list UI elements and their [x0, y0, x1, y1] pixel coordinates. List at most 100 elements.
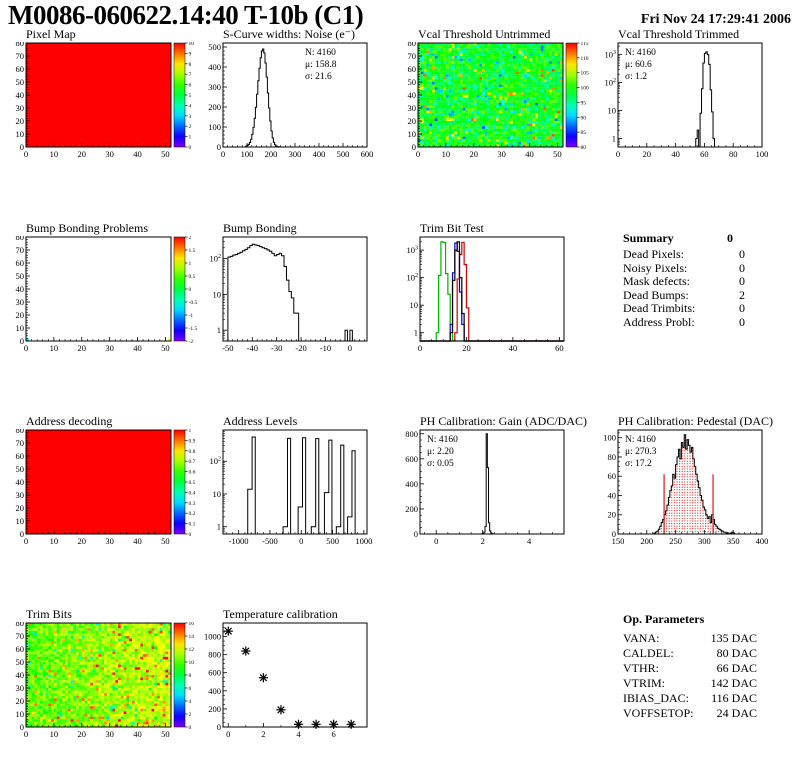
svg-text:μ: 2.20: μ: 2.20: [427, 447, 454, 457]
svg-text:10: 10: [408, 129, 417, 139]
svg-text:3: 3: [189, 114, 192, 120]
svg-text:-0.5: -0.5: [189, 300, 198, 306]
svg-text:N: 4160: N: 4160: [427, 435, 458, 445]
svg-text:10: 10: [442, 149, 451, 159]
svg-text:40: 40: [16, 477, 25, 487]
svg-text:0.5: 0.5: [189, 274, 196, 280]
chart-title: PH Calibration: Pedestal (DAC): [618, 414, 773, 428]
svg-text:400: 400: [208, 62, 221, 72]
svg-text:0.2: 0.2: [189, 511, 196, 517]
svg-text:0.6: 0.6: [189, 470, 196, 476]
chart-canvas: 00.10.20.30.40.50.60.70.80.910 10 20 30 40 50…: [16, 429, 196, 546]
svg-text:-500: -500: [262, 536, 278, 546]
svg-text:102: 102: [407, 273, 419, 283]
svg-text:-10: -10: [320, 343, 331, 353]
chart-canvas: 0 1 2 3 4 5 6 7 8 9 10 0 10 20 30 40 50 0 10 20 30 40 50 60 70 80: [16, 42, 195, 159]
kv-label: VANA:: [623, 631, 660, 645]
summary-row: Dead Bumps: 2: [623, 288, 745, 303]
chart-canvas: -50 -40 -30 -20 -10 0 1 10 102: [210, 236, 368, 353]
svg-text:-1: -1: [189, 313, 194, 319]
svg-text:70: 70: [16, 245, 25, 255]
svg-text:40: 40: [16, 90, 25, 100]
chart-canvas: 0 20 40 60 1 10 102 103: [407, 236, 565, 353]
chart-title: PH Calibration: Gain (ADC/DAC): [420, 414, 587, 428]
summary-title: Summary: [623, 231, 674, 245]
svg-text:1000: 1000: [355, 536, 372, 546]
chart-title: Address Levels: [223, 414, 298, 428]
svg-text:50: 50: [161, 149, 170, 159]
chart-canvas: 0 20 40 60 80 100 1 10 102 103 N: 4160 μ: 60.6 σ: 1.…: [605, 42, 768, 159]
svg-text:70: 70: [16, 438, 25, 448]
svg-text:500: 500: [326, 536, 339, 546]
svg-text:8: 8: [189, 62, 192, 68]
svg-text:30: 30: [105, 149, 114, 159]
chart-title: Trim Bits: [26, 607, 72, 621]
chart-temp-calibration: Temperature calibration 0 2 4 6 0 200 400 600 800…: [203, 608, 395, 746]
svg-text:40: 40: [133, 343, 142, 353]
svg-text:20: 20: [643, 149, 652, 159]
svg-text:5: 5: [189, 93, 192, 99]
svg-text:0: 0: [20, 336, 24, 346]
svg-text:0: 0: [416, 149, 420, 159]
svg-text:μ: 60.6: μ: 60.6: [625, 60, 652, 70]
svg-text:1: 1: [189, 261, 192, 267]
svg-text:μ: 158.8: μ: 158.8: [305, 60, 337, 70]
svg-text:-50: -50: [222, 343, 233, 353]
page-title: M0086-060622.14:40 T-10b (C1): [8, 0, 364, 30]
chart-bump-bonding: Bump Bonding -50 -40 -30 -20 -10 0 1 10 102: [203, 222, 395, 360]
chart-title: Vcal Threshold Untrimmed: [418, 27, 551, 41]
svg-text:500: 500: [337, 149, 350, 159]
kv-label: VTHR:: [623, 661, 659, 675]
svg-text:10: 10: [189, 42, 195, 47]
svg-text:40: 40: [608, 490, 617, 500]
chart-bump-problems: Bump Bonding Problems -2 -1.5 -1 -0.5 0 0.5 1 1.…: [8, 222, 200, 360]
svg-text:0: 0: [412, 142, 416, 152]
svg-text:50: 50: [16, 464, 25, 474]
svg-text:60: 60: [408, 64, 417, 74]
chart-title: S-Curve widths: Noise (e⁻): [223, 27, 355, 41]
svg-text:0: 0: [299, 536, 303, 546]
chart-canvas: -1000 -500 0 500 1000 1 10 102: [210, 429, 372, 546]
svg-text:-30: -30: [271, 343, 282, 353]
chart-title: Trim Bit Test: [420, 221, 484, 235]
svg-text:200: 200: [405, 504, 418, 514]
chart-pixel-map: Pixel Map 0 1 2 3 4 5 6 7 8 9 10 0 10 20 30 40 50 0 10 20 30 4…: [8, 28, 200, 166]
svg-text:100: 100: [603, 433, 616, 443]
chart-canvas: 80 85 90 95 100 105 110 115 0 10 20 30 40 50 0 10 20 30 40…: [408, 42, 590, 159]
chart-address-levels: Address Levels -1000 -500 0 500 1000 1 10 102: [203, 415, 395, 553]
chart-ph-pedestal: PH Calibration: Pedestal (DAC) 150 200 250 3…: [598, 415, 790, 553]
svg-text:7: 7: [189, 72, 192, 78]
svg-text:50: 50: [408, 77, 417, 87]
svg-text:0: 0: [434, 536, 438, 546]
svg-text:50: 50: [16, 77, 25, 87]
svg-text:103: 103: [407, 245, 419, 255]
op-parameters-header: Op. Parameters: [623, 612, 757, 627]
svg-text:95: 95: [581, 100, 587, 106]
svg-text:350: 350: [727, 536, 740, 546]
svg-text:115: 115: [581, 42, 589, 47]
svg-text:30: 30: [16, 297, 25, 307]
chart-trim-bits: Trim Bits 0 2 4 6 8 10 12 14 16 0 10 20 30 40 50 0 10 20 30…: [8, 608, 200, 746]
op-parameters-rows: VANA: 135 DAC CALDEL: 80 DAC VTHR: 66 DAC VTRI…: [623, 631, 757, 721]
summary-total: 0: [727, 231, 733, 245]
svg-text:1.5: 1.5: [189, 248, 196, 254]
svg-text:-40: -40: [247, 343, 258, 353]
svg-text:-1.5: -1.5: [189, 326, 198, 332]
svg-text:102: 102: [210, 254, 222, 264]
summary-row: Mask defects: 0: [623, 274, 745, 289]
svg-text:0: 0: [189, 287, 192, 293]
svg-text:-20: -20: [295, 343, 306, 353]
kv-label: Mask defects:: [623, 274, 690, 288]
svg-text:250: 250: [669, 536, 682, 546]
svg-text:300: 300: [698, 536, 711, 546]
svg-text:1: 1: [414, 328, 418, 338]
svg-text:10: 10: [16, 516, 25, 526]
op-parameters-title: Op. Parameters: [623, 612, 705, 626]
svg-text:50: 50: [16, 271, 25, 281]
summary-panel: Summary 0 Dead Pixels: 0 Noisy Pixels: 0 Mas…: [623, 231, 745, 329]
op-parameter-row: IBIAS_DAC: 116 DAC: [623, 691, 757, 706]
svg-text:30: 30: [16, 103, 25, 113]
svg-text:70: 70: [16, 51, 25, 61]
chart-canvas: 0 100 200 300 400 500 600 0 100 200 300 400 500 N: 41…: [208, 42, 373, 159]
